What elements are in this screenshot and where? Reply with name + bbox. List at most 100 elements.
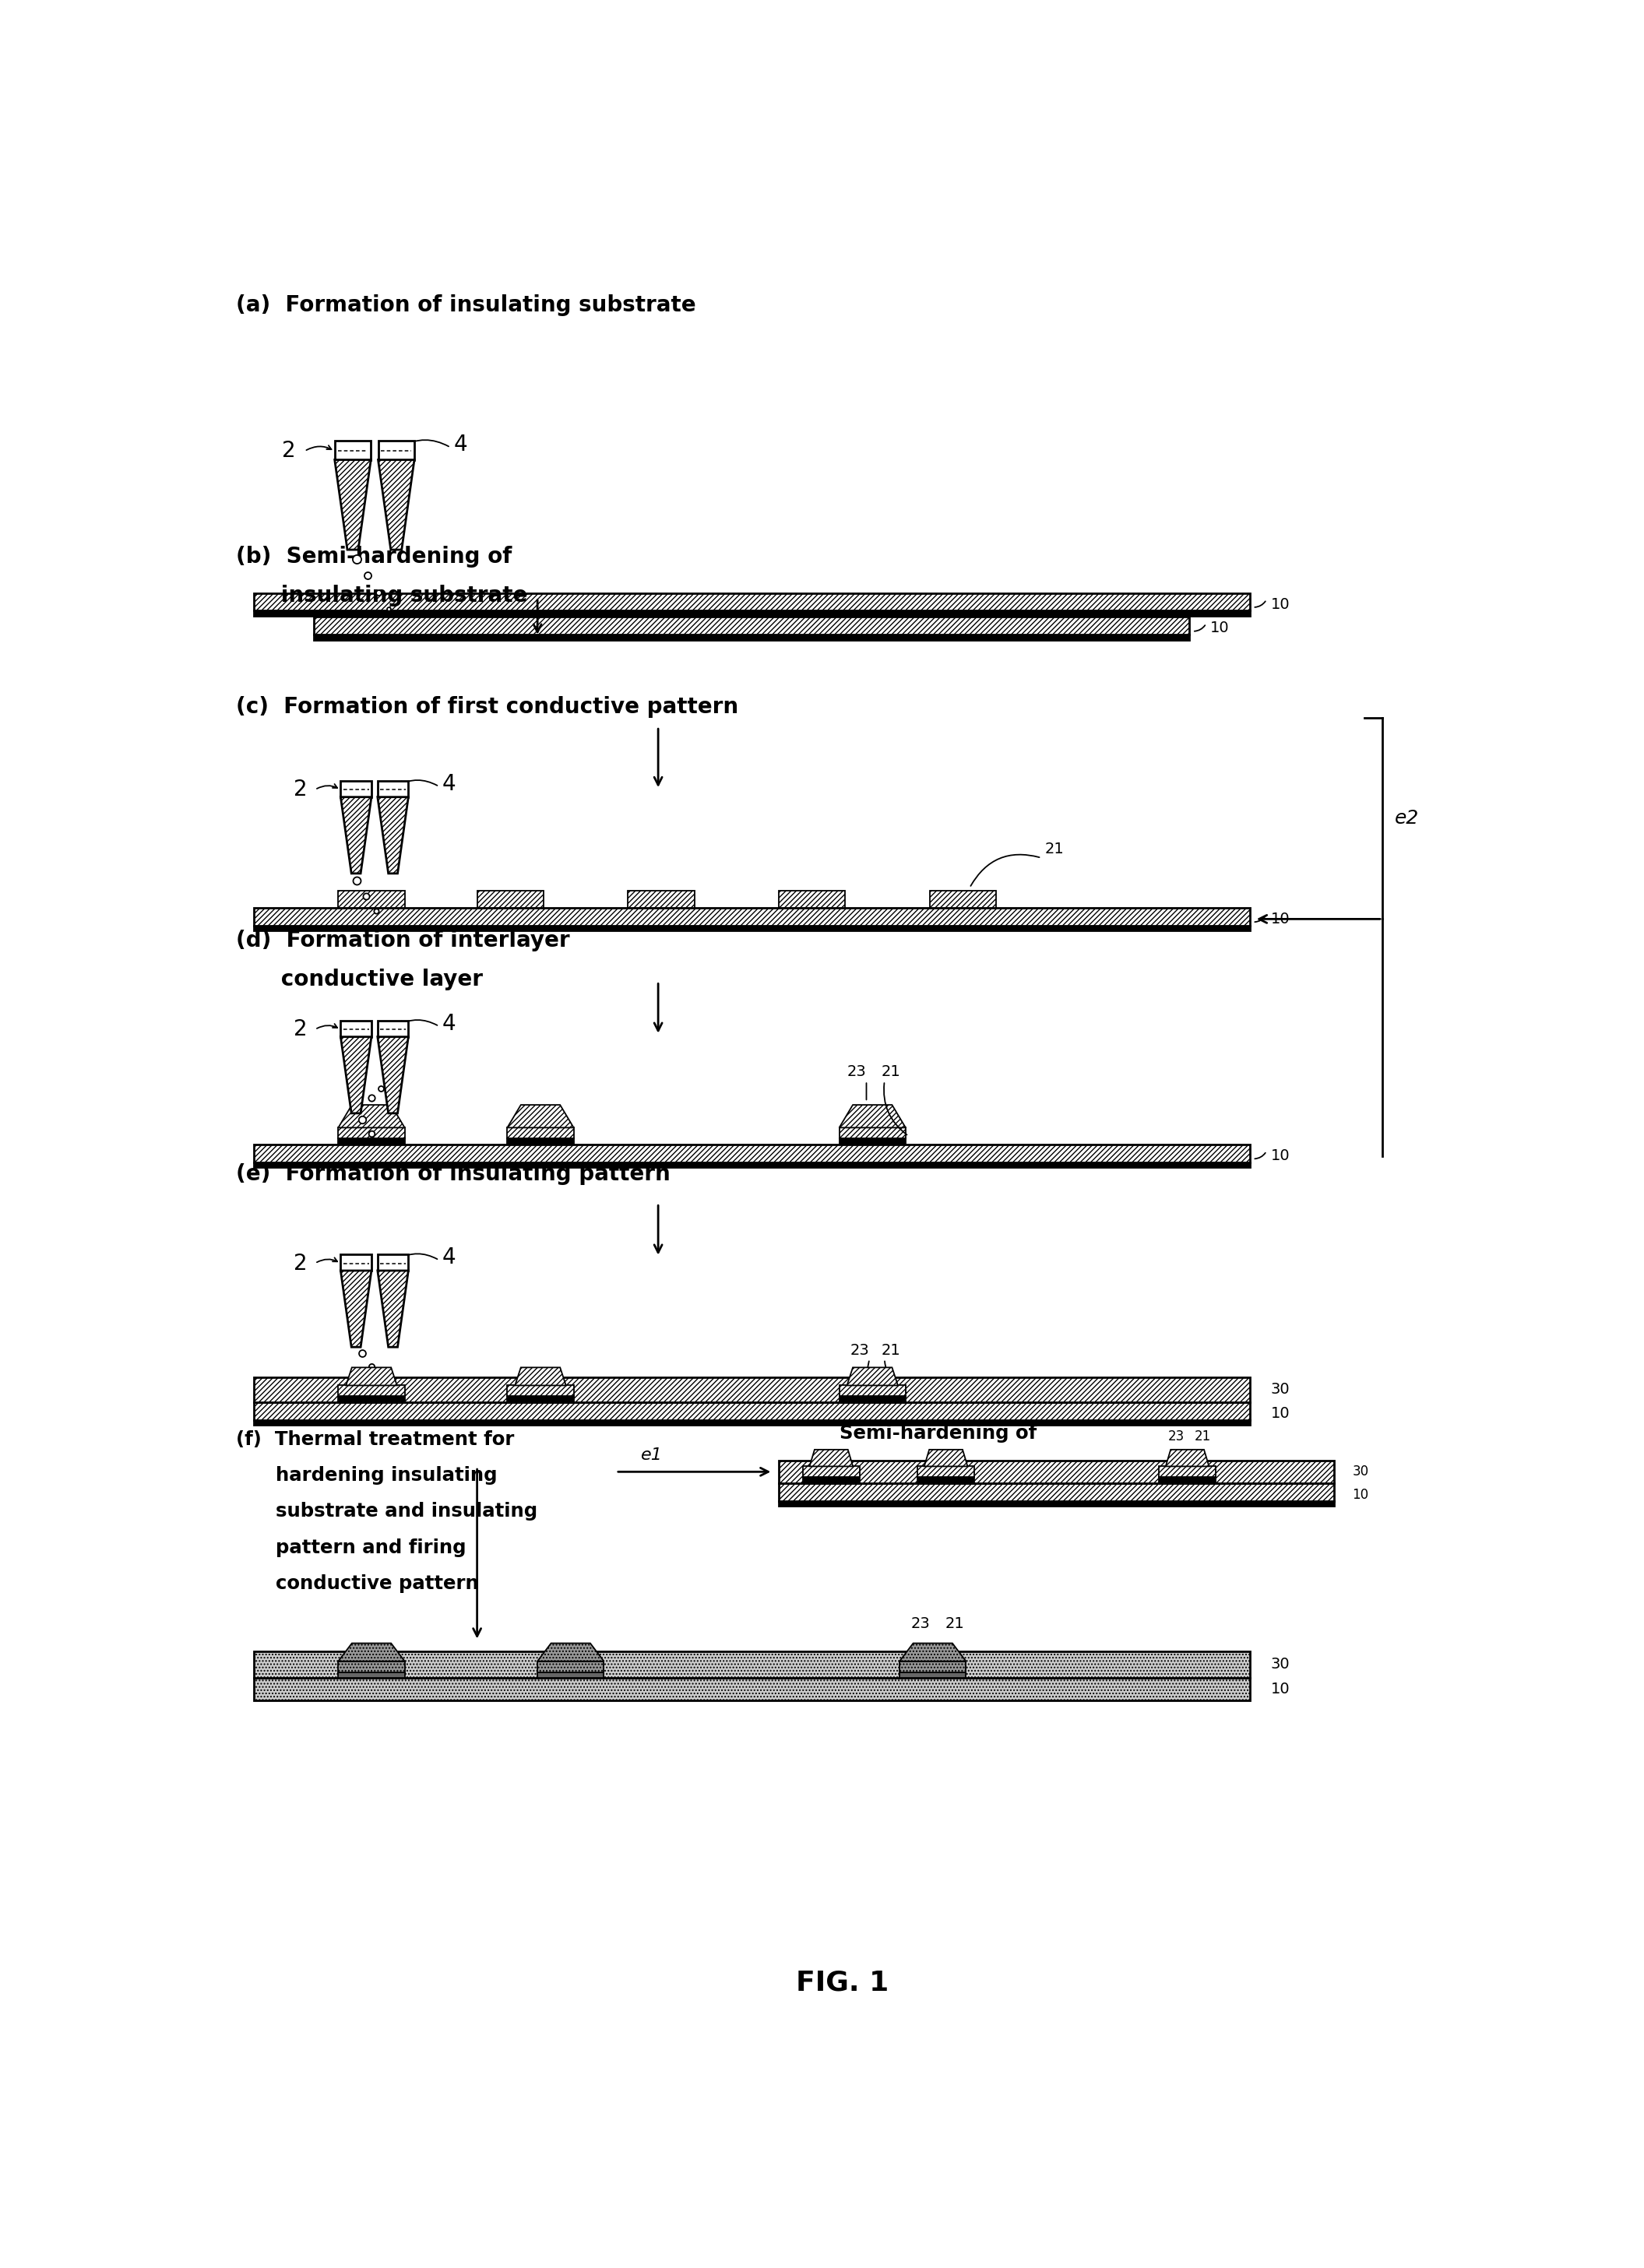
- Bar: [253, 610, 1249, 615]
- Text: insulating pattern: insulating pattern: [838, 1461, 1032, 1479]
- Text: 10: 10: [1271, 1148, 1291, 1163]
- Text: 10: 10: [1271, 912, 1291, 925]
- Text: 4: 4: [442, 1247, 455, 1268]
- Text: 23: 23: [847, 1064, 866, 1080]
- Bar: [253, 1377, 1249, 1402]
- Bar: [253, 1678, 1249, 1701]
- Bar: [339, 1397, 404, 1402]
- Bar: [838, 1127, 906, 1139]
- Text: 4: 4: [442, 773, 455, 794]
- Bar: [339, 1672, 404, 1678]
- Text: 10: 10: [1353, 1488, 1369, 1501]
- Bar: [508, 1386, 574, 1397]
- Text: FIG. 1: FIG. 1: [796, 1969, 889, 1996]
- Bar: [538, 1672, 603, 1678]
- Bar: [779, 1483, 1335, 1501]
- Polygon shape: [340, 796, 372, 873]
- Bar: [1159, 1467, 1215, 1476]
- Text: 23: 23: [1167, 1429, 1184, 1442]
- Bar: [339, 1386, 404, 1397]
- Bar: [253, 925, 1249, 930]
- Bar: [838, 1139, 906, 1145]
- Bar: [339, 891, 404, 907]
- Bar: [477, 891, 544, 907]
- Polygon shape: [378, 1270, 408, 1347]
- Bar: [378, 1254, 408, 1270]
- Polygon shape: [378, 796, 408, 873]
- Text: 10: 10: [1271, 596, 1291, 612]
- Text: hardening insulating: hardening insulating: [235, 1467, 496, 1486]
- Bar: [779, 891, 845, 907]
- Text: 4: 4: [442, 1014, 455, 1034]
- Text: 2: 2: [294, 778, 307, 801]
- Bar: [838, 1386, 906, 1397]
- Text: 4: 4: [454, 433, 467, 456]
- Polygon shape: [515, 1368, 566, 1386]
- Bar: [253, 907, 1249, 925]
- Text: 21: 21: [1044, 841, 1064, 857]
- Bar: [335, 440, 372, 460]
- Text: (f)  Thermal treatment for: (f) Thermal treatment for: [235, 1431, 515, 1449]
- Bar: [314, 635, 1189, 640]
- Polygon shape: [899, 1644, 967, 1660]
- Polygon shape: [339, 1644, 404, 1660]
- Bar: [314, 617, 1189, 635]
- Text: 2: 2: [281, 440, 296, 463]
- Bar: [802, 1476, 860, 1483]
- Bar: [899, 1660, 967, 1672]
- Polygon shape: [508, 1105, 574, 1127]
- Text: (c)  Formation of first conductive pattern: (c) Formation of first conductive patter…: [235, 696, 738, 717]
- Bar: [253, 1161, 1249, 1168]
- Text: 10: 10: [1271, 1683, 1291, 1696]
- Text: 21: 21: [881, 1343, 901, 1359]
- Text: 2: 2: [294, 1018, 307, 1041]
- Bar: [253, 1420, 1249, 1424]
- Polygon shape: [340, 1270, 372, 1347]
- Bar: [253, 1145, 1249, 1161]
- Polygon shape: [378, 1036, 408, 1114]
- Text: e1: e1: [641, 1447, 663, 1463]
- Text: e2: e2: [1394, 810, 1419, 828]
- Text: 10: 10: [1271, 1406, 1291, 1422]
- Text: 30: 30: [1271, 1658, 1291, 1672]
- Polygon shape: [345, 1368, 396, 1386]
- Bar: [378, 780, 408, 796]
- Bar: [917, 1467, 975, 1476]
- Bar: [628, 891, 694, 907]
- Text: 30: 30: [1353, 1465, 1369, 1479]
- Bar: [1159, 1476, 1215, 1483]
- Bar: [779, 1501, 1335, 1506]
- Text: 30: 30: [1271, 1381, 1291, 1397]
- Text: 21: 21: [1195, 1429, 1212, 1442]
- Polygon shape: [838, 1105, 906, 1127]
- Text: 23: 23: [911, 1617, 931, 1631]
- Bar: [917, 1476, 975, 1483]
- Polygon shape: [924, 1449, 968, 1467]
- Text: pattern and firing: pattern and firing: [235, 1538, 465, 1556]
- Bar: [779, 1461, 1335, 1483]
- Bar: [538, 1660, 603, 1672]
- Polygon shape: [1166, 1449, 1208, 1467]
- Bar: [340, 1254, 372, 1270]
- Bar: [339, 1660, 404, 1672]
- Text: 23: 23: [850, 1343, 870, 1359]
- Bar: [378, 440, 414, 460]
- Bar: [253, 1651, 1249, 1678]
- Polygon shape: [809, 1449, 853, 1467]
- Text: conductive layer: conductive layer: [235, 968, 483, 991]
- Bar: [378, 1021, 408, 1036]
- Text: substrate and insulating: substrate and insulating: [235, 1501, 538, 1522]
- Text: (d)  Formation of interlayer: (d) Formation of interlayer: [235, 930, 569, 950]
- Text: (e)  Formation of insulating pattern: (e) Formation of insulating pattern: [235, 1163, 671, 1186]
- Bar: [339, 1127, 404, 1139]
- Polygon shape: [339, 1105, 404, 1127]
- Text: (a)  Formation of insulating substrate: (a) Formation of insulating substrate: [235, 295, 695, 315]
- Bar: [340, 1021, 372, 1036]
- Text: 21: 21: [881, 1064, 901, 1080]
- Bar: [253, 592, 1249, 610]
- Text: insulating substrate: insulating substrate: [235, 585, 528, 606]
- Text: 2: 2: [294, 1252, 307, 1275]
- Polygon shape: [335, 460, 372, 549]
- Polygon shape: [378, 460, 414, 549]
- Bar: [899, 1672, 967, 1678]
